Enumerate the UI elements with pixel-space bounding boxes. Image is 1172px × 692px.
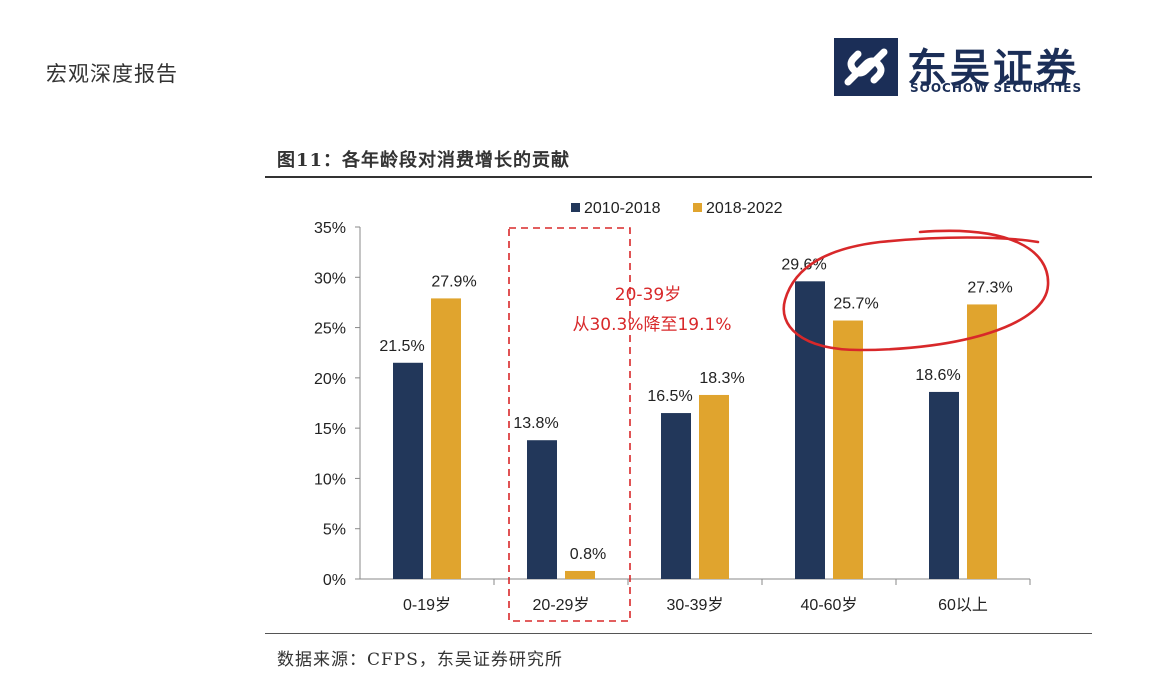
data-label: 0.8%	[570, 546, 606, 563]
y-tick-label: 10%	[314, 471, 346, 488]
y-tick-label: 30%	[314, 270, 346, 287]
data-label: 27.3%	[967, 279, 1012, 296]
bar-2018-2022-40-60岁	[833, 320, 863, 579]
x-category-label: 60以上	[938, 596, 988, 614]
legend-label: 2018-2022	[706, 200, 783, 217]
logo-chinese-name: 东吴证券	[907, 46, 1079, 92]
bar-2010-2018-0-19岁	[393, 362, 423, 579]
x-category-label: 30-39岁	[667, 596, 724, 614]
logo-mark-icon	[834, 38, 898, 96]
title-rule	[265, 176, 1092, 178]
data-label: 27.9%	[431, 273, 476, 290]
y-tick-label: 20%	[314, 371, 346, 388]
data-label: 18.3%	[699, 370, 744, 387]
y-tick-label: 15%	[314, 421, 346, 438]
bar-2018-2022-60以上	[967, 304, 997, 579]
bar-2010-2018-30-39岁	[661, 413, 691, 579]
x-category-label: 40-60岁	[801, 596, 858, 614]
dashed-highlight-box	[508, 227, 631, 622]
legend-swatch-2018-2022	[693, 203, 702, 212]
source-rule	[265, 633, 1092, 634]
bar-2010-2018-60以上	[929, 391, 959, 579]
data-label: 16.5%	[647, 388, 692, 405]
figure-title: 图11：各年龄段对消费增长的贡献	[277, 150, 571, 171]
data-source-note: 数据来源：CFPS，东吴证券研究所	[277, 650, 563, 670]
data-label: 21.5%	[379, 338, 424, 355]
bar-2010-2018-20-29岁	[527, 440, 557, 579]
bar-2018-2022-30-39岁	[699, 394, 729, 579]
report-type-label: 宏观深度报告	[46, 62, 178, 86]
y-tick-label: 0%	[323, 572, 346, 589]
legend-label: 2010-2018	[584, 200, 661, 217]
data-label: 25.7%	[833, 296, 878, 313]
legend-swatch-2010-2018	[571, 203, 580, 212]
annotation-line-1: 20-39岁	[615, 285, 681, 305]
x-category-label: 0-19岁	[403, 596, 451, 614]
y-tick-label: 25%	[314, 321, 346, 338]
logo-english-name: SOOCHOW SECURITIES	[910, 81, 1083, 95]
y-tick-label: 5%	[323, 522, 346, 539]
company-logo: 东吴证券 SOOCHOW SECURITIES	[834, 38, 1094, 98]
annotation-line-2: 从30.3%降至19.1%	[572, 315, 731, 335]
bar-2010-2018-40-60岁	[795, 281, 825, 579]
x-category-label: 20-29岁	[533, 596, 590, 614]
bar-2018-2022-20-29岁	[565, 570, 595, 579]
data-label: 13.8%	[513, 415, 558, 432]
y-tick-label: 35%	[314, 220, 346, 237]
bar-2018-2022-0-19岁	[431, 298, 461, 579]
red-circle-highlight	[782, 229, 1050, 352]
data-label: 18.6%	[915, 367, 960, 384]
